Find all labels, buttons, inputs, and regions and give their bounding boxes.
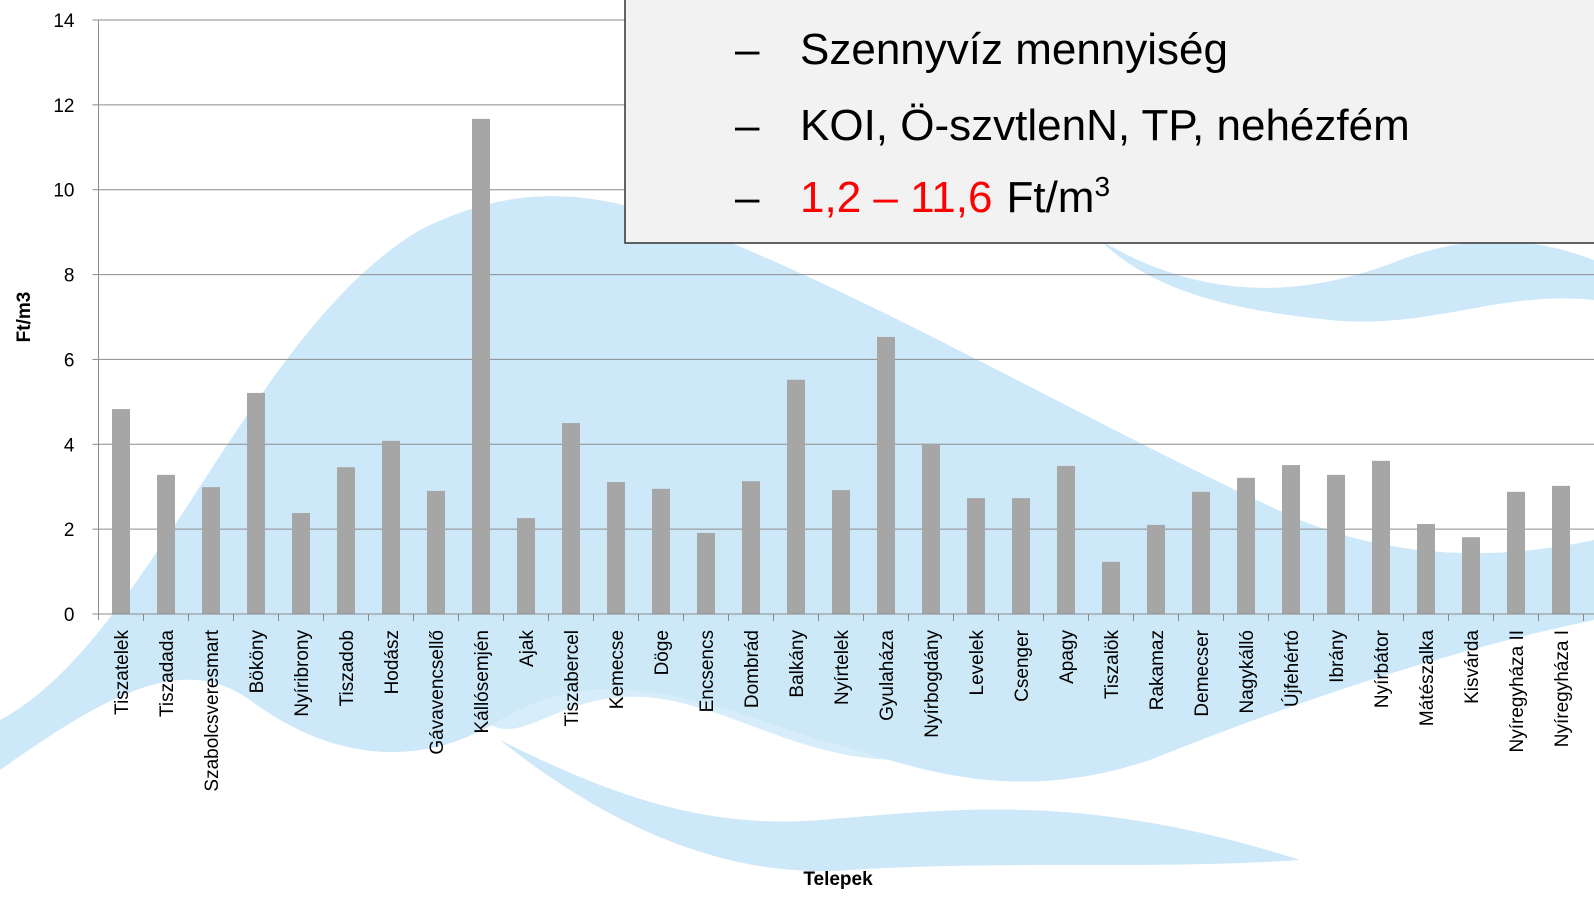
x-tick-label: Gyulaháza (877, 630, 898, 721)
x-tick-label: Hodász (382, 630, 403, 694)
bar (1282, 465, 1300, 614)
bar (1372, 460, 1390, 614)
x-tick-label: Ibrány (1327, 630, 1348, 683)
bar (517, 518, 535, 614)
annotation-background (624, 0, 1594, 244)
unit-superscript: 3 (1094, 171, 1110, 202)
x-tick-label: Nyíribrony (292, 630, 313, 717)
x-tick-label: Rakamaz (1147, 630, 1168, 710)
y-tick-label: 4 (64, 435, 75, 456)
bar (1057, 465, 1075, 614)
unit: Ft/m (1006, 173, 1094, 222)
y-tick-label: 10 (53, 181, 74, 202)
x-tick-label: Mátészalka (1417, 630, 1438, 727)
bar (427, 490, 445, 614)
bar (382, 440, 400, 614)
bar (877, 336, 895, 614)
x-tick-label: Gávavencsellő (427, 630, 448, 755)
bar (1237, 477, 1255, 614)
bar (1147, 524, 1165, 614)
x-tick-label: Újfehértó (1281, 630, 1303, 707)
bullet-text: Szennyvíz mennyiség (800, 25, 1228, 74)
x-axis-title: Telepek (803, 869, 873, 890)
bar (1012, 498, 1030, 614)
y-tick-label: 8 (64, 266, 75, 287)
bar (922, 443, 940, 614)
bullet-dash: – (735, 25, 760, 74)
bar (1462, 537, 1480, 614)
x-tick-label: Nyíregyháza II (1507, 630, 1528, 753)
bar (247, 392, 265, 614)
bar (832, 490, 850, 614)
x-tick-label: Balkány (787, 630, 808, 698)
y-tick-label: 14 (53, 11, 75, 32)
x-tick-label: Demecser (1192, 629, 1213, 716)
bar (1327, 474, 1345, 614)
bar (967, 498, 985, 614)
x-tick-label: Kemecse (607, 630, 628, 709)
bar (607, 482, 625, 614)
bar (1552, 485, 1570, 614)
bar (1102, 561, 1120, 614)
x-tick-label: Tiszalök (1102, 630, 1123, 699)
x-tick-label: Csenger (1012, 629, 1033, 701)
y-tick-label: 6 (64, 350, 75, 371)
bullet-text: KOI, Ö-szvtlenN, TP, nehézfém (800, 101, 1410, 150)
x-tick-label: Kállósemjén (472, 630, 493, 734)
x-tick-label: Tiszatelek (112, 630, 133, 715)
x-tick-label: Encsencs (697, 630, 718, 712)
bar (292, 513, 310, 614)
y-tick-label: 0 (64, 605, 75, 626)
bullet-dash: – (735, 173, 760, 222)
bar (157, 474, 175, 614)
x-tick-label: Tiszabercel (562, 630, 583, 726)
bar (1192, 491, 1210, 614)
x-tick-label: Dombrád (742, 630, 763, 708)
x-tick-label: Kisvárda (1462, 630, 1483, 704)
y-tick-label: 12 (53, 96, 74, 117)
highlight: 1,2 – 11,6 (800, 173, 992, 222)
y-axis-title: Ft/m3 (14, 292, 35, 343)
x-tick-label: Döge (652, 630, 673, 675)
bar (112, 409, 130, 614)
bar (337, 467, 355, 614)
bar (562, 423, 580, 614)
bar (472, 118, 490, 614)
x-tick-label: Tiszadob (337, 630, 358, 706)
y-tick-label: 2 (64, 520, 75, 541)
x-tick-label: Tiszadada (157, 630, 178, 717)
x-tick-label: Nyírbátor (1372, 629, 1393, 708)
x-tick-label: Ajak (517, 630, 538, 667)
bar (697, 532, 715, 614)
x-tick-label: Nyírtelek (832, 630, 853, 705)
bar (742, 481, 760, 614)
x-tick-label: Levelek (967, 630, 988, 696)
bar (1417, 524, 1435, 614)
bar (202, 487, 220, 614)
annotation-box: – Szennyvíz mennyiség – KOI, Ö-szvtlenN,… (624, 0, 1594, 244)
x-tick-label: Nagykálló (1237, 630, 1258, 713)
x-tick-label: Nyíregyháza I (1552, 630, 1573, 747)
bar (652, 488, 670, 614)
x-tick-label: Bököny (247, 630, 268, 694)
bullet-text: 1,2 – 11,6 Ft/m3 (800, 171, 1110, 222)
x-tick-label: Apagy (1057, 630, 1078, 684)
bullet-dash: – (735, 101, 760, 150)
x-tick-label: Nyírbogdány (922, 630, 943, 738)
bar (787, 379, 805, 614)
bar (1507, 491, 1525, 614)
x-tick-label: Szabolcsveresmart (202, 629, 223, 791)
